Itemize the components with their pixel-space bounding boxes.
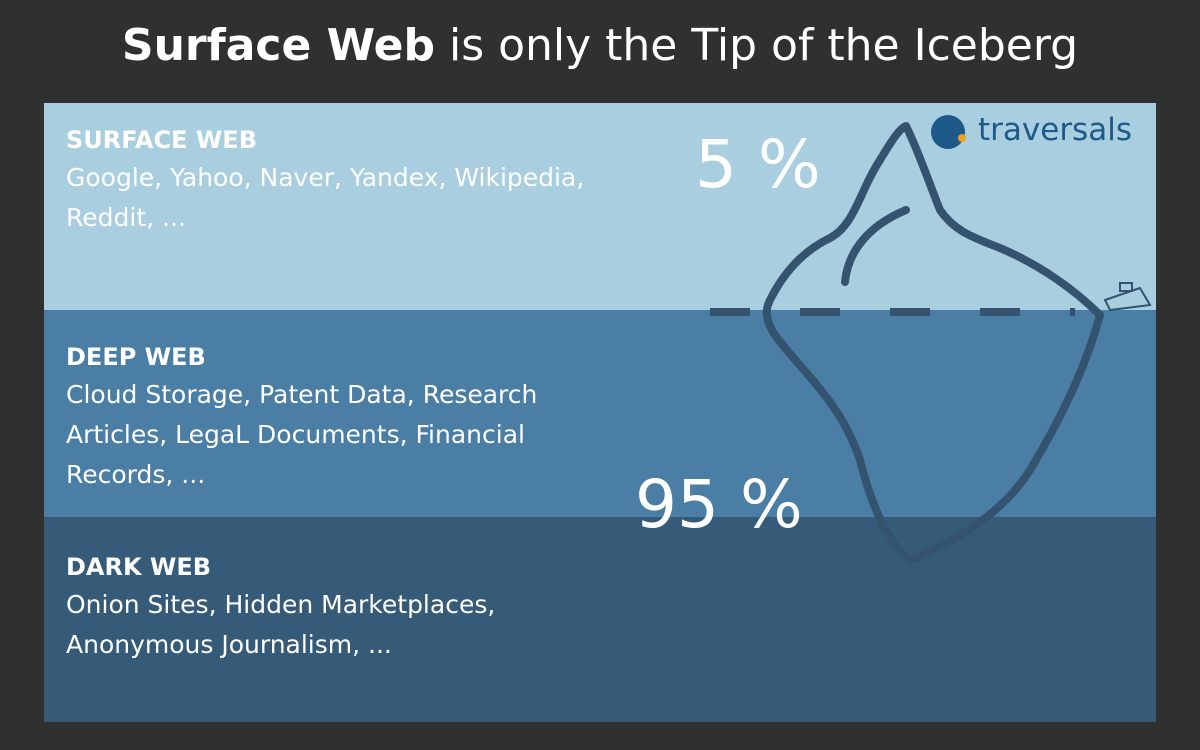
share-above: 5 % [695,126,821,203]
layer-description: Reddit, ... [66,203,186,232]
layer-name: SURFACE WEB [66,126,257,154]
ship-icon [1103,282,1152,312]
layer: DARK WEB Onion Sites, Hidden Marketplaces… [66,549,495,665]
layer-name: DEEP WEB [66,343,206,371]
layer-description: Records, ... [66,460,206,489]
share-below: 95 % [635,466,803,543]
layer-description: Google, Yahoo, Naver, Yandex, Wikipedia, [66,163,585,192]
iceberg-outline [762,122,1104,564]
layer-description: Cloud Storage, Patent Data, Research [66,380,538,409]
surface-band [44,103,1156,310]
logo-dot [958,134,966,142]
title-bold: Surface Web [121,20,435,71]
layer: SURFACE WEB Google, Yahoo, Naver, Yandex,… [66,122,584,238]
layer: DEEP WEB Cloud Storage, Patent Data, Rese… [66,339,537,495]
iceberg-crack [841,206,910,286]
layer-description: Articles, LegaL Documents, Financial [66,420,525,449]
layer-name: DARK WEB [66,553,212,581]
panel [44,103,1156,722]
title: Surface Web is only the Tip of the Iceber… [0,16,1200,76]
deep-band [44,310,1156,517]
logo: traversals [978,112,1132,148]
layer-description: Anonymous Journalism, ... [66,630,392,659]
dark-band [44,517,1156,722]
logo-icon [931,115,965,149]
title-rest: is only the Tip of the Iceberg [448,20,1079,71]
layer-description: Onion Sites, Hidden Marketplaces, [66,590,496,619]
